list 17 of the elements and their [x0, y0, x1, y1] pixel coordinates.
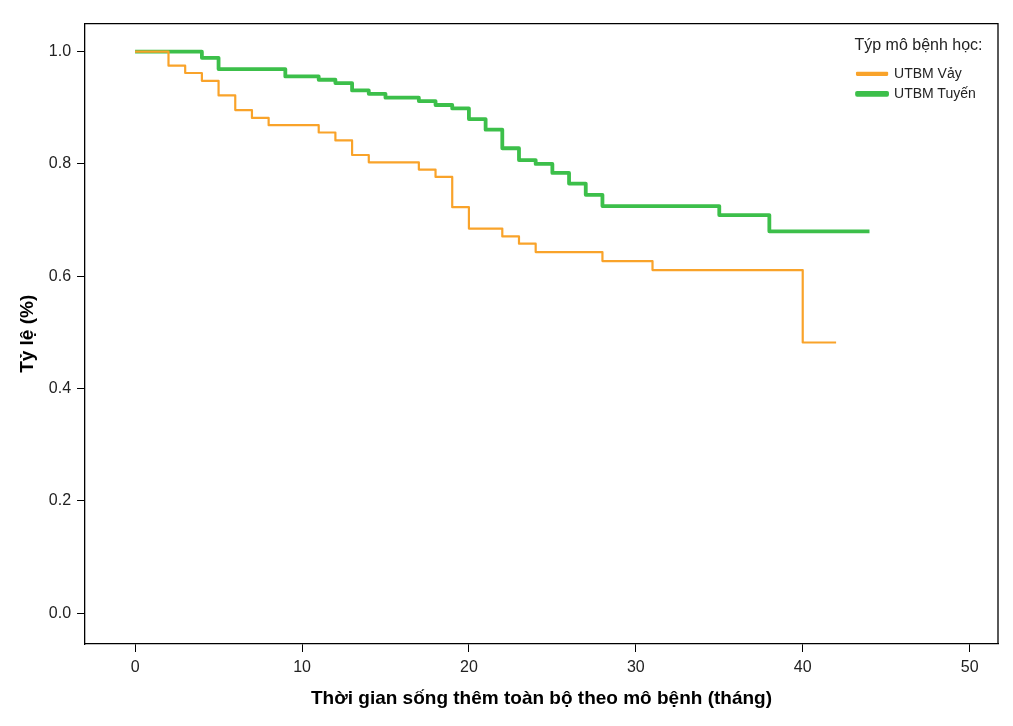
x-tick-label: 10 — [293, 658, 312, 676]
x-axis-title: Thời gian sống thêm toàn bộ theo mô bệnh (tháng) — [311, 686, 773, 708]
y-tick-label: 0.4 — [48, 378, 72, 396]
y-tick-label: 0.0 — [48, 603, 72, 621]
legend-label: UTBM Vảy — [894, 64, 962, 81]
y-tick-label: 0.2 — [48, 491, 72, 509]
y-tick-label: 1.0 — [48, 42, 72, 60]
x-tick-label: 40 — [793, 658, 812, 676]
legend-label: UTBM Tuyến — [894, 84, 976, 101]
x-tick-label: 20 — [460, 658, 478, 676]
x-tick-label: 50 — [960, 658, 979, 676]
y-tick-label: 0.8 — [48, 154, 72, 172]
x-tick-label: 0 — [130, 658, 140, 676]
y-tick-label: 0.6 — [48, 266, 72, 284]
y-axis-title: Tỷ lệ (%) — [15, 294, 37, 373]
legend-title: Týp mô bệnh học: — [854, 36, 983, 54]
x-tick-label: 30 — [626, 658, 645, 676]
